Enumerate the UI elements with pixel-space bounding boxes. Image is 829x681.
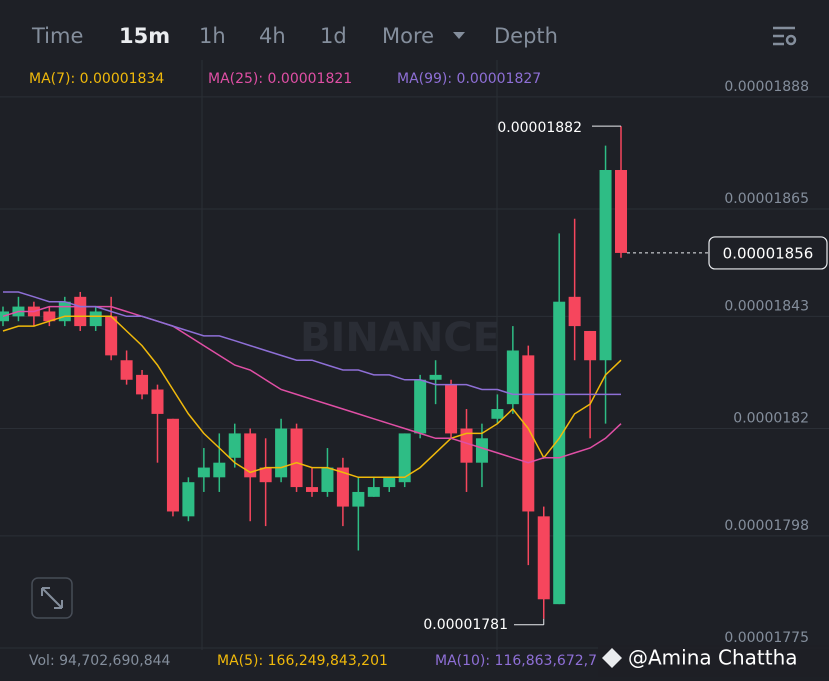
candle-body — [136, 374, 149, 395]
credit-text: @Amina Chattha — [628, 646, 798, 670]
candle-body — [398, 433, 411, 483]
candle-body — [228, 433, 241, 458]
candle-body — [213, 462, 226, 478]
volume-ma5: MA(5): 166,249,843,201 — [217, 653, 388, 669]
tab-bar: Time 15m 1h 4h 1d More Depth — [31, 24, 797, 48]
candle-body — [445, 384, 458, 434]
volume-label: Vol: 94,702,690,844 — [29, 653, 171, 669]
price-box — [708, 236, 828, 270]
credit: @Amina Chattha — [598, 645, 829, 677]
candle-body — [584, 330, 597, 361]
candle-body — [460, 428, 473, 463]
candle-body — [306, 487, 318, 492]
volume-row: Vol: 94,702,690,844 MA(5): 166,249,843,2… — [29, 653, 597, 669]
y-tick-label: 0.00001843 — [724, 298, 809, 314]
candle-body — [491, 409, 504, 419]
fullscreen-button[interactable] — [31, 577, 73, 619]
credit-icon — [602, 648, 622, 668]
dropdown-arrow — [453, 32, 465, 39]
candle-body — [336, 467, 349, 507]
legend-entry: MA(7): 0.00001834 — [29, 71, 164, 87]
tab[interactable]: Depth — [494, 24, 558, 48]
candle-body — [89, 311, 102, 327]
candle-body — [120, 360, 133, 380]
y-tick-label: 0.00001775 — [724, 630, 809, 646]
candle-body — [166, 418, 179, 512]
candle-body — [537, 516, 550, 600]
fullscreen-icon — [41, 587, 63, 609]
candle-body — [553, 301, 566, 605]
legend-entry: MA(99): 0.00001827 — [397, 71, 541, 87]
candle-body — [383, 477, 396, 488]
tab[interactable]: 1h — [199, 24, 226, 48]
tab[interactable]: 4h — [259, 24, 286, 48]
high-label: 0.00001882 — [497, 120, 582, 136]
candle-body — [352, 491, 365, 507]
tab[interactable]: Time — [31, 24, 83, 48]
ma-line — [3, 291, 621, 396]
credit-bg — [598, 645, 829, 677]
candle-body — [506, 350, 519, 405]
candle-body — [244, 433, 257, 478]
candle-body — [182, 482, 195, 517]
y-tick-label: 0.00001888 — [724, 79, 809, 95]
price-label: 0.00001856 — [723, 244, 814, 262]
tab-active[interactable]: 15m — [119, 24, 170, 48]
y-tick-label: 0.00001798 — [724, 518, 809, 534]
candle-body — [475, 438, 488, 463]
candle-body — [321, 467, 334, 492]
candle-body — [259, 467, 272, 483]
candle-body — [522, 355, 535, 512]
y-tick-label: 0.0000182 — [733, 411, 809, 427]
candle-body — [275, 428, 288, 478]
tab[interactable]: More — [382, 24, 434, 48]
low-label: 0.00001781 — [423, 617, 508, 633]
candle-body — [414, 379, 427, 434]
candle-body — [197, 467, 210, 478]
plot: 0.00001888 0.00001865 0.00001843 0.0000182 0… — [0, 60, 829, 650]
candle-body — [568, 296, 581, 327]
candle-body — [43, 311, 56, 322]
candle-body — [74, 296, 87, 327]
tab[interactable]: 1d — [320, 24, 347, 48]
ma-line — [2, 305, 622, 464]
candle-body — [290, 428, 303, 488]
candle-body — [429, 374, 442, 380]
volume-ma10: MA(10): 116,863,672,7 — [435, 653, 597, 669]
watermark: BINANCE — [300, 315, 500, 361]
settings-icon[interactable] — [773, 26, 797, 46]
candle-body — [151, 389, 164, 414]
ma-line — [2, 315, 622, 479]
legend-entry: MA(25): 0.00001821 — [208, 71, 352, 87]
candle-body — [105, 316, 118, 356]
candle-body — [615, 170, 627, 253]
y-tick-label: 0.00001865 — [724, 191, 809, 207]
candle-body — [599, 170, 612, 361]
candle-body — [367, 487, 380, 497]
